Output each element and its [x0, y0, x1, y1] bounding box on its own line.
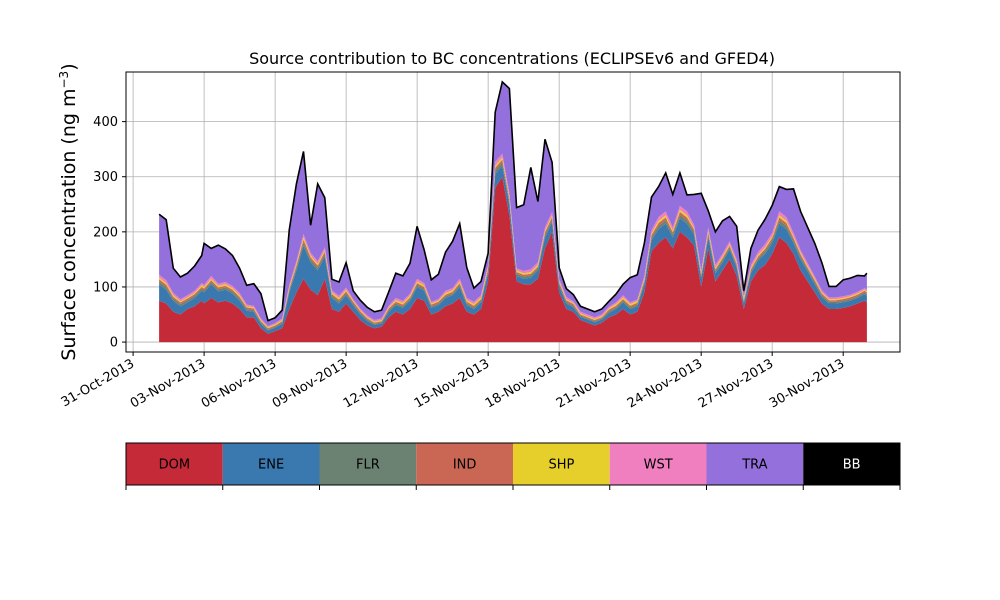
y-tick-label: 400 [93, 115, 118, 130]
y-tick-label: 300 [93, 170, 118, 185]
y-axis-label: Surface concentration (ng m−3) [57, 63, 80, 360]
plot-frame [125, 71, 901, 353]
stacked-areas [158, 80, 868, 343]
x-tick-label: 15-Nov-2013 [412, 356, 492, 411]
legend-swatch-tra [706, 443, 804, 485]
area-tra [159, 81, 867, 327]
legend-swatch-ene [222, 443, 320, 485]
legend-swatch-bb [803, 443, 900, 485]
legend-label-dom: DOM [159, 458, 190, 473]
x-tick-label: 06-Nov-2013 [199, 356, 279, 411]
area-dom [159, 176, 867, 343]
legend-label-flr: FLR [356, 458, 380, 473]
x-tick-label: 31-Oct-2013 [59, 356, 137, 410]
legend-label-ene: ENE [258, 458, 284, 473]
y-tick-label: 200 [93, 225, 118, 240]
chart-title: Source contribution to BC concentrations… [249, 49, 775, 68]
x-tick-label: 09-Nov-2013 [270, 356, 350, 411]
x-tick-label: 21-Nov-2013 [554, 356, 634, 411]
total-outline [158, 80, 868, 322]
legend-swatch-flr [319, 443, 417, 485]
x-tick-label: 27-Nov-2013 [696, 356, 776, 411]
legend-swatch-dom [126, 443, 223, 485]
legend-label-ind: IND [453, 458, 477, 473]
legend-swatch-ind [416, 443, 513, 485]
legend-swatch-wst [609, 443, 707, 485]
x-tick-label: 24-Nov-2013 [625, 356, 705, 411]
legend-swatch-shp [513, 443, 610, 485]
legend-colorbar: DOM ENE FLR IND SHP WST TRA BB [125, 442, 901, 490]
y-tick-label: 100 [93, 280, 118, 295]
legend-label-tra: TRA [741, 458, 767, 473]
legend-label-bb: BB [843, 458, 861, 473]
legend-label-wst: WST [644, 458, 673, 473]
y-tick-label: 0 [110, 336, 118, 351]
x-tick-label: 12-Nov-2013 [341, 356, 421, 411]
x-tick-label: 30-Nov-2013 [767, 356, 847, 411]
legend-label-shp: SHP [548, 458, 574, 473]
x-tick-label: 18-Nov-2013 [483, 356, 563, 411]
x-tick-label: 03-Nov-2013 [128, 356, 208, 411]
